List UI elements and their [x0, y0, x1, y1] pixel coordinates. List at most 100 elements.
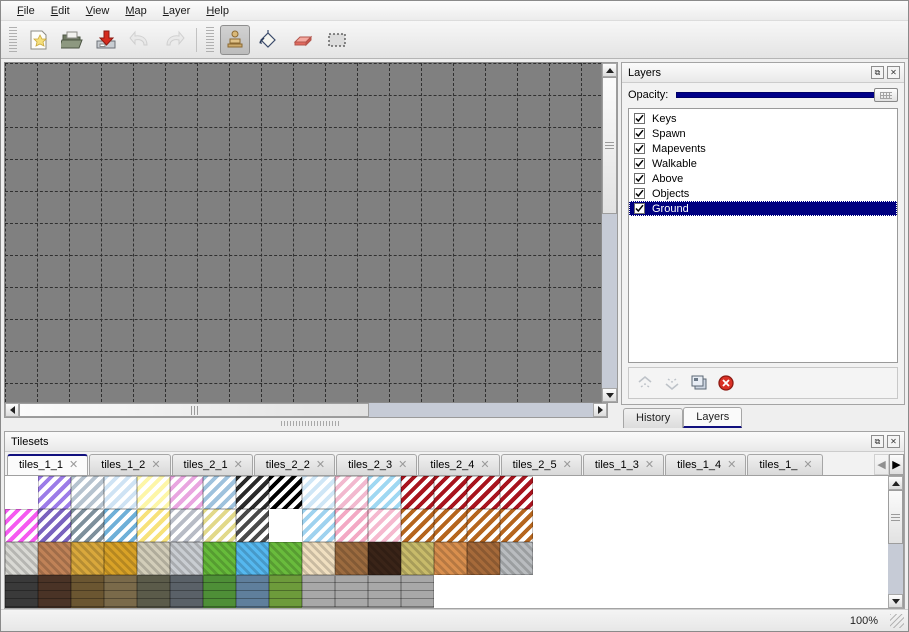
tileset-tile[interactable]: [434, 509, 467, 542]
horizontal-scroll-thumb[interactable]: [19, 403, 370, 417]
tileset-tab-tiles_2_4[interactable]: tiles_2_4 ✕: [418, 454, 500, 475]
layer-row[interactable]: Keys: [629, 111, 897, 126]
tileset-tile[interactable]: [599, 509, 632, 542]
layer-visibility-checkbox[interactable]: [634, 173, 645, 184]
tileset-tile[interactable]: [830, 575, 863, 608]
tileset-tile[interactable]: [434, 542, 467, 575]
menu-map[interactable]: Map: [125, 4, 147, 17]
tileset-tab-close-icon[interactable]: ✕: [480, 459, 490, 471]
map-horizontal-scrollbar[interactable]: [4, 402, 608, 418]
tileset-tile[interactable]: [599, 575, 632, 608]
layer-visibility-checkbox[interactable]: [634, 113, 645, 124]
dock-tab-layers[interactable]: Layers: [683, 407, 743, 428]
tileset-tab-close-icon[interactable]: ✕: [69, 459, 79, 471]
tileset-tile[interactable]: [236, 542, 269, 575]
tileset-tile[interactable]: [731, 575, 764, 608]
tileset-tile[interactable]: [269, 509, 302, 542]
tileset-tab-tiles_2_2[interactable]: tiles_2_2 ✕: [253, 454, 336, 475]
tileset-tab-close-icon[interactable]: ✕: [151, 459, 161, 471]
tileset-tile[interactable]: [533, 542, 566, 575]
tileset-tile[interactable]: [71, 509, 104, 542]
tileset-tile[interactable]: [401, 575, 434, 608]
tileset-tab-close-icon[interactable]: ✕: [727, 459, 737, 471]
tileset-tile[interactable]: [368, 476, 401, 509]
tileset-tile[interactable]: [137, 542, 170, 575]
tileset-tab-close-icon[interactable]: ✕: [233, 459, 243, 471]
tileset-tile[interactable]: [797, 575, 830, 608]
tileset-tile[interactable]: [632, 509, 665, 542]
select-rectangle-icon[interactable]: [322, 25, 352, 55]
layer-visibility-checkbox[interactable]: [634, 143, 645, 154]
tileset-tile[interactable]: [830, 476, 863, 509]
layer-row[interactable]: Ground: [629, 201, 897, 216]
tileset-grid-wrap[interactable]: [5, 476, 888, 608]
tileset-tile[interactable]: [665, 542, 698, 575]
tileset-tile[interactable]: [38, 509, 71, 542]
tileset-tile[interactable]: [830, 542, 863, 575]
tileset-tile[interactable]: [137, 509, 170, 542]
tileset-tile[interactable]: [5, 542, 38, 575]
tileset-tile[interactable]: [599, 476, 632, 509]
tileset-tile[interactable]: [236, 476, 269, 509]
tileset-tile[interactable]: [269, 476, 302, 509]
tileset-vertical-scrollbar[interactable]: [888, 476, 904, 608]
tileset-tile[interactable]: [698, 575, 731, 608]
tileset-tile[interactable]: [566, 575, 599, 608]
tileset-tile[interactable]: [434, 476, 467, 509]
tileset-scroll-up-button[interactable]: [888, 476, 903, 490]
tileset-tile[interactable]: [863, 575, 888, 608]
tileset-tile[interactable]: [533, 575, 566, 608]
undo-icon[interactable]: [125, 25, 155, 55]
tileset-tile[interactable]: [38, 476, 71, 509]
tileset-tile[interactable]: [863, 542, 888, 575]
tileset-tile[interactable]: [236, 509, 269, 542]
scroll-down-button[interactable]: [602, 388, 617, 402]
tileset-tile[interactable]: [731, 476, 764, 509]
float-icon[interactable]: ⧉: [871, 66, 884, 79]
tileset-tile[interactable]: [368, 509, 401, 542]
tileset-scroll-thumb[interactable]: [888, 490, 903, 545]
tileset-tile[interactable]: [533, 509, 566, 542]
tileset-tile[interactable]: [302, 575, 335, 608]
tileset-tile[interactable]: [698, 476, 731, 509]
tileset-tile[interactable]: [368, 542, 401, 575]
tileset-tile[interactable]: [665, 575, 698, 608]
tileset-tile[interactable]: [764, 542, 797, 575]
tileset-tile[interactable]: [302, 509, 335, 542]
tileset-grid[interactable]: [5, 476, 888, 608]
tileset-tile[interactable]: [203, 542, 236, 575]
tileset-tab-close-icon[interactable]: ✕: [315, 459, 326, 471]
tileset-tile[interactable]: [863, 476, 888, 509]
tileset-tile[interactable]: [5, 575, 38, 608]
menu-view[interactable]: View: [85, 4, 110, 17]
tileset-tile[interactable]: [566, 542, 599, 575]
layer-row[interactable]: Walkable: [629, 156, 897, 171]
tileset-tile[interactable]: [335, 509, 368, 542]
scroll-left-button[interactable]: [5, 403, 19, 417]
layer-visibility-checkbox[interactable]: [634, 203, 645, 214]
tileset-tab-close-icon[interactable]: ✕: [562, 459, 572, 471]
tileset-tile[interactable]: [632, 575, 665, 608]
scroll-up-button[interactable]: [602, 63, 617, 77]
tileset-tile[interactable]: [203, 509, 236, 542]
fill-bucket-icon[interactable]: [254, 25, 284, 55]
tileset-tile[interactable]: [731, 509, 764, 542]
tileset-tile[interactable]: [335, 575, 368, 608]
tileset-tile[interactable]: [170, 575, 203, 608]
tileset-tile[interactable]: [269, 575, 302, 608]
tileset-tile[interactable]: [863, 509, 888, 542]
map-canvas[interactable]: [4, 62, 602, 403]
layer-row[interactable]: Mapevents: [629, 141, 897, 156]
tileset-tile[interactable]: [467, 575, 500, 608]
layer-visibility-checkbox[interactable]: [634, 188, 645, 199]
tileset-tile[interactable]: [500, 542, 533, 575]
tilesets-close-icon[interactable]: ✕: [887, 435, 900, 448]
tileset-tile[interactable]: [269, 542, 302, 575]
tileset-tab-tiles_1_3[interactable]: tiles_1_3 ✕: [582, 454, 665, 475]
close-icon[interactable]: ✕: [887, 66, 900, 79]
tileset-tile[interactable]: [401, 509, 434, 542]
tileset-tile[interactable]: [203, 575, 236, 608]
tileset-tile[interactable]: [830, 509, 863, 542]
tileset-tile[interactable]: [5, 509, 38, 542]
tileset-tab-tiles_2_1[interactable]: tiles_2_1 ✕: [171, 454, 253, 475]
